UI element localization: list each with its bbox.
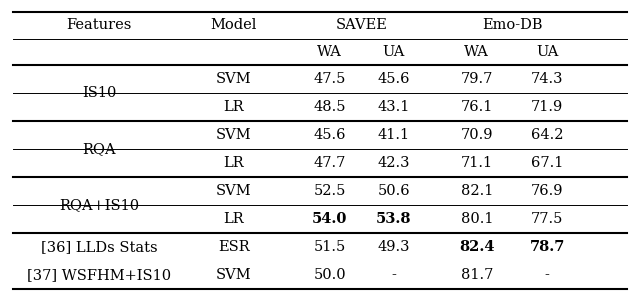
Text: 50.0: 50.0 xyxy=(314,268,346,282)
Text: 50.6: 50.6 xyxy=(378,184,410,198)
Text: 42.3: 42.3 xyxy=(378,156,410,170)
Text: IS10: IS10 xyxy=(82,86,116,100)
Text: 76.1: 76.1 xyxy=(461,100,493,114)
Text: 78.7: 78.7 xyxy=(529,240,565,254)
Text: LR: LR xyxy=(223,156,244,170)
Text: RQA: RQA xyxy=(83,142,116,156)
Text: 81.7: 81.7 xyxy=(461,268,493,282)
Text: UA: UA xyxy=(383,45,404,59)
Text: 45.6: 45.6 xyxy=(378,72,410,86)
Text: LR: LR xyxy=(223,100,244,114)
Text: [37] WSFHM+IS10: [37] WSFHM+IS10 xyxy=(27,268,172,282)
Text: 80.1: 80.1 xyxy=(461,212,493,226)
Text: 67.1: 67.1 xyxy=(531,156,563,170)
Text: 47.7: 47.7 xyxy=(314,156,346,170)
Text: WA: WA xyxy=(465,45,489,59)
Text: 41.1: 41.1 xyxy=(378,128,410,142)
Text: WA: WA xyxy=(317,45,342,59)
Text: Model: Model xyxy=(211,18,257,32)
Text: 71.9: 71.9 xyxy=(531,100,563,114)
Text: ESR: ESR xyxy=(218,240,250,254)
Text: SVM: SVM xyxy=(216,268,252,282)
Text: SVM: SVM xyxy=(216,128,252,142)
Text: LR: LR xyxy=(223,212,244,226)
Text: 70.9: 70.9 xyxy=(461,128,493,142)
Text: 64.2: 64.2 xyxy=(531,128,563,142)
Text: 53.8: 53.8 xyxy=(376,212,412,226)
Text: 82.4: 82.4 xyxy=(459,240,495,254)
Text: 47.5: 47.5 xyxy=(314,72,346,86)
Text: UA: UA xyxy=(536,45,558,59)
Text: 54.0: 54.0 xyxy=(312,212,348,226)
Text: 71.1: 71.1 xyxy=(461,156,493,170)
Text: 74.3: 74.3 xyxy=(531,72,563,86)
Text: 48.5: 48.5 xyxy=(314,100,346,114)
Text: 52.5: 52.5 xyxy=(314,184,346,198)
Text: 43.1: 43.1 xyxy=(378,100,410,114)
Text: [36] LLDs Stats: [36] LLDs Stats xyxy=(41,240,157,254)
Text: 45.6: 45.6 xyxy=(314,128,346,142)
Text: RQA+IS10: RQA+IS10 xyxy=(59,198,140,212)
Text: 49.3: 49.3 xyxy=(378,240,410,254)
Text: 79.7: 79.7 xyxy=(461,72,493,86)
Text: -: - xyxy=(545,268,550,282)
Text: 82.1: 82.1 xyxy=(461,184,493,198)
Text: -: - xyxy=(391,268,396,282)
Text: SVM: SVM xyxy=(216,72,252,86)
Text: Emo-DB: Emo-DB xyxy=(482,18,542,32)
Text: 77.5: 77.5 xyxy=(531,212,563,226)
Text: SAVEE: SAVEE xyxy=(335,18,388,32)
Text: SVM: SVM xyxy=(216,184,252,198)
Text: Features: Features xyxy=(67,18,132,32)
Text: 76.9: 76.9 xyxy=(531,184,563,198)
Text: 51.5: 51.5 xyxy=(314,240,346,254)
